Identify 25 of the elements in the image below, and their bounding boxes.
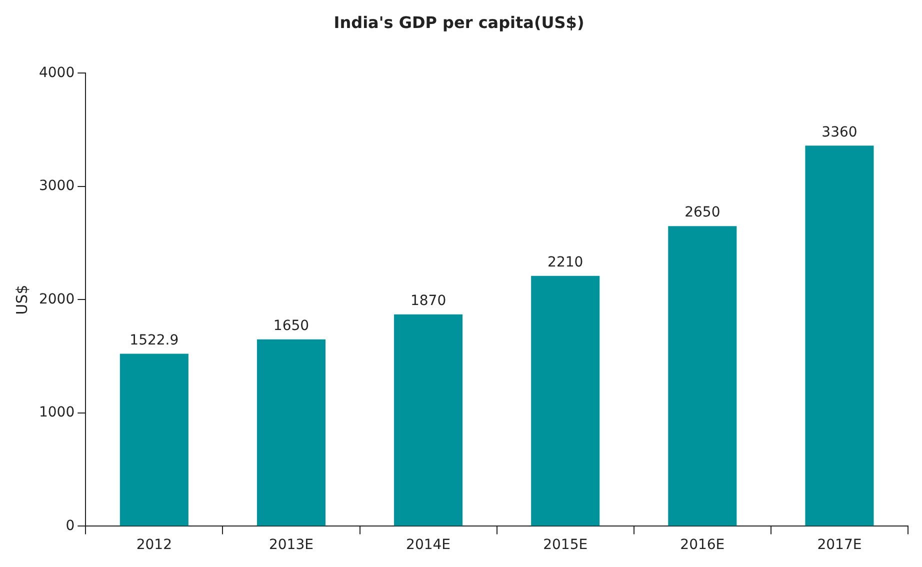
x-tick-label: 2017E [817, 537, 862, 554]
data-label: 2210 [548, 254, 584, 271]
x-tick-label: 2012 [136, 537, 172, 554]
y-tick-label: 4000 [38, 64, 75, 81]
data-label: 2650 [684, 204, 720, 221]
data-label: 3360 [822, 124, 858, 140]
bar [531, 276, 600, 526]
y-tick-label: 1000 [38, 404, 75, 421]
data-label: 1870 [410, 293, 446, 310]
y-axis-title: US$ [12, 284, 31, 315]
x-tick-label: 2013E [268, 537, 314, 554]
bar [120, 354, 188, 526]
bar [256, 339, 326, 526]
y-tick-label: 3000 [38, 178, 75, 194]
bar [805, 146, 874, 526]
x-tick-label: 2016E [680, 537, 725, 554]
chart-title: India's GDP per capita(US$) [334, 12, 584, 32]
bar [668, 226, 737, 526]
x-tick-label: 2015E [543, 537, 588, 554]
data-label: 1650 [273, 318, 310, 334]
data-label: 1522.9 [130, 332, 179, 348]
bar [394, 314, 463, 526]
x-tick-label: 2014E [406, 537, 451, 554]
y-tick-label: 2000 [38, 291, 75, 308]
y-tick-label: 0 [66, 518, 75, 534]
